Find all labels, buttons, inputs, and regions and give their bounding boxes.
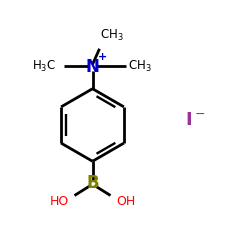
Text: HO: HO <box>50 195 69 208</box>
Text: N: N <box>86 58 100 76</box>
Text: H$_3$C: H$_3$C <box>32 59 56 74</box>
Text: I$^-$: I$^-$ <box>185 111 205 129</box>
Text: OH: OH <box>116 195 136 208</box>
Text: CH$_3$: CH$_3$ <box>100 28 124 43</box>
Text: B: B <box>86 174 99 192</box>
Text: +: + <box>98 52 107 62</box>
Text: CH$_3$: CH$_3$ <box>128 59 151 74</box>
